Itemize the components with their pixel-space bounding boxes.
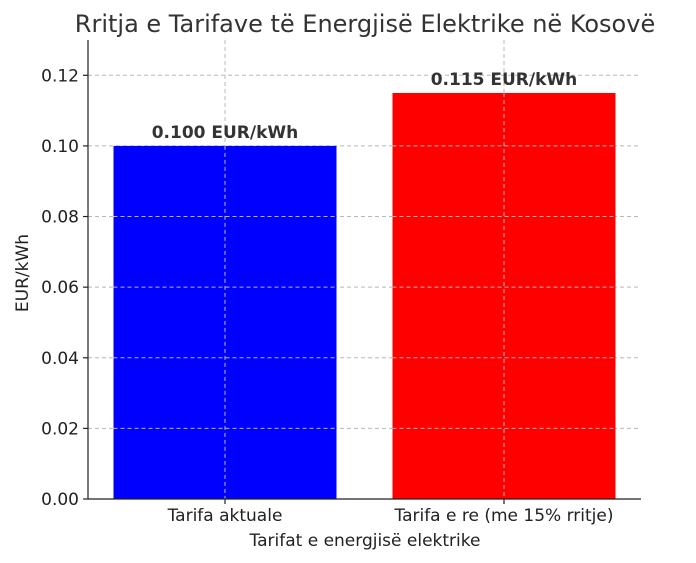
y-tick-label: 0.06 bbox=[41, 278, 79, 298]
y-tick-label: 0.02 bbox=[41, 419, 79, 439]
data-label: 0.115 EUR/kWh bbox=[431, 70, 578, 90]
y-axis-label: EUR/kWh bbox=[13, 234, 33, 312]
y-tick-label: 0.12 bbox=[41, 66, 79, 86]
y-tick-label: 0.00 bbox=[41, 490, 79, 510]
x-tick-label: Tarifa aktuale bbox=[167, 506, 283, 526]
y-ticks: 0.00 0.02 0.04 0.06 0.08 0.10 0.12 bbox=[41, 66, 88, 510]
data-label: 0.100 EUR/kWh bbox=[152, 123, 299, 143]
y-tick-label: 0.08 bbox=[41, 208, 79, 228]
bars bbox=[113, 92, 616, 499]
value-labels: 0.100 EUR/kWh 0.115 EUR/kWh bbox=[152, 70, 578, 143]
chart-title: Rritja e Tarifave të Energjisë Elektrike… bbox=[75, 10, 655, 38]
y-tick-label: 0.04 bbox=[41, 349, 79, 369]
y-tick-label: 0.10 bbox=[41, 137, 79, 157]
x-axis-label: Tarifat e energjisë elektrike bbox=[249, 531, 481, 551]
axes bbox=[87, 40, 641, 500]
x-ticks: Tarifa aktuale Tarifa e re (me 15% rritje… bbox=[167, 499, 614, 526]
x-tick-label: Tarifa e re (me 15% rritje) bbox=[394, 506, 614, 526]
